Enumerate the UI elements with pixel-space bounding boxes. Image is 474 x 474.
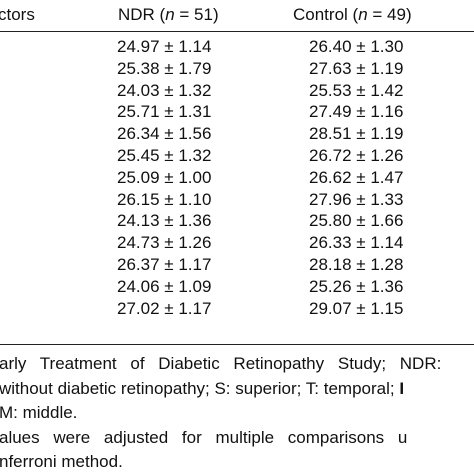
cell-control-value: 25.53 ± 1.42 <box>309 80 404 100</box>
column-header-ndr-prefix: NDR ( <box>118 5 166 24</box>
cell-ndr-value: 24.97 ± 1.14 <box>117 37 212 56</box>
cell-ndr-value: 25.45 ± 1.32 <box>117 145 212 165</box>
column-header-ndr-n: n <box>165 5 175 24</box>
footnote-line-4: alues were adjusted for multiple compari… <box>0 427 408 447</box>
cell-control-value: 28.18 ± 1.28 <box>309 254 404 274</box>
table-row: 26.37 ± 1.17 28.18 ± 1.28 <box>0 254 474 276</box>
cell-control-value: 27.49 ± 1.16 <box>309 102 404 122</box>
footnote-line-3: M: middle. <box>0 403 78 422</box>
column-header-control-suffix: = 49) <box>367 5 412 24</box>
cell-ndr-value: 25.38 ± 1.79 <box>117 58 212 78</box>
header-rule <box>0 31 474 32</box>
cell-control-value: 26.72 ± 1.26 <box>309 145 404 165</box>
cell-ndr-value: 24.13 ± 1.36 <box>117 211 212 231</box>
column-header-ndr-suffix: = 51) <box>174 5 219 24</box>
cell-control-value: 26.33 ± 1.14 <box>309 233 404 253</box>
cell-control-value: 28.51 ± 1.19 <box>309 124 404 144</box>
table-row: 24.97 ± 1.14 26.40 ± 1.30 <box>0 36 474 58</box>
table-row: 25.45 ± 1.32 26.72 ± 1.26 <box>0 145 474 167</box>
cell-control-value: 29.07 ± 1.15 <box>309 298 404 318</box>
cell-control-value: 26.62 ± 1.47 <box>309 167 404 187</box>
cell-control-value: 25.26 ± 1.36 <box>309 276 404 296</box>
table-row: 25.38 ± 1.79 27.63 ± 1.19 <box>0 58 474 80</box>
footnote-line-1: arly Treatment of Diabetic Retinopathy S… <box>0 354 442 373</box>
cell-control-value: 25.80 ± 1.66 <box>309 211 404 231</box>
column-header-control: Control (n = 49) <box>293 0 412 30</box>
cell-control-value: 26.40 ± 1.30 <box>309 37 404 56</box>
column-header-control-n: n <box>358 5 368 24</box>
cell-ndr-value: 25.09 ± 1.00 <box>117 167 212 187</box>
cell-ndr-value: 26.37 ± 1.17 <box>117 254 212 274</box>
cell-control-value: 27.96 ± 1.33 <box>309 189 404 209</box>
cell-ndr-value: 25.71 ± 1.31 <box>117 102 212 122</box>
cell-ndr-value: 24.03 ± 1.32 <box>117 80 212 100</box>
cell-control-value: 27.63 ± 1.19 <box>309 58 404 78</box>
table-row: 24.03 ± 1.32 25.53 ± 1.42 <box>0 80 474 102</box>
column-header-factors: ctors <box>0 0 35 30</box>
table-row: 25.71 ± 1.31 27.49 ± 1.16 <box>0 101 474 123</box>
footnote-line-2: without diabetic retinopathy; S: superio… <box>0 377 474 402</box>
column-header-factors-text: ctors <box>0 5 35 24</box>
footnote-line-2-bold: I <box>399 378 405 398</box>
table-row: 24.06 ± 1.09 25.26 ± 1.36 <box>0 276 474 298</box>
table-row: 26.34 ± 1.56 28.51 ± 1.19 <box>0 123 474 145</box>
table-row: 26.15 ± 1.10 27.96 ± 1.33 <box>0 189 474 211</box>
column-header-ndr: NDR (n = 51) <box>118 0 219 30</box>
footnote-line-5: nferroni method. <box>0 452 123 471</box>
cell-ndr-value: 24.06 ± 1.09 <box>117 276 212 296</box>
cell-ndr-value: 24.73 ± 1.26 <box>117 233 212 253</box>
table-row: 24.13 ± 1.36 25.80 ± 1.66 <box>0 210 474 232</box>
cell-ndr-value: 26.34 ± 1.56 <box>117 124 212 144</box>
bottom-rule <box>0 344 474 345</box>
table-row: 25.09 ± 1.00 26.62 ± 1.47 <box>0 167 474 189</box>
table-footnotes: arly Treatment of Diabetic Retinopathy S… <box>0 352 474 474</box>
column-header-control-prefix: Control ( <box>293 5 359 24</box>
cell-ndr-value: 27.02 ± 1.17 <box>117 298 212 318</box>
footnote-line-2-text: without diabetic retinopathy; S: superio… <box>0 378 395 398</box>
table-row: 24.73 ± 1.26 26.33 ± 1.14 <box>0 232 474 254</box>
cell-ndr-value: 26.15 ± 1.10 <box>117 189 212 209</box>
table-row: 27.02 ± 1.17 29.07 ± 1.15 <box>0 298 474 320</box>
table-body: 24.97 ± 1.14 26.40 ± 1.30 25.38 ± 1.79 27.6… <box>0 36 474 319</box>
